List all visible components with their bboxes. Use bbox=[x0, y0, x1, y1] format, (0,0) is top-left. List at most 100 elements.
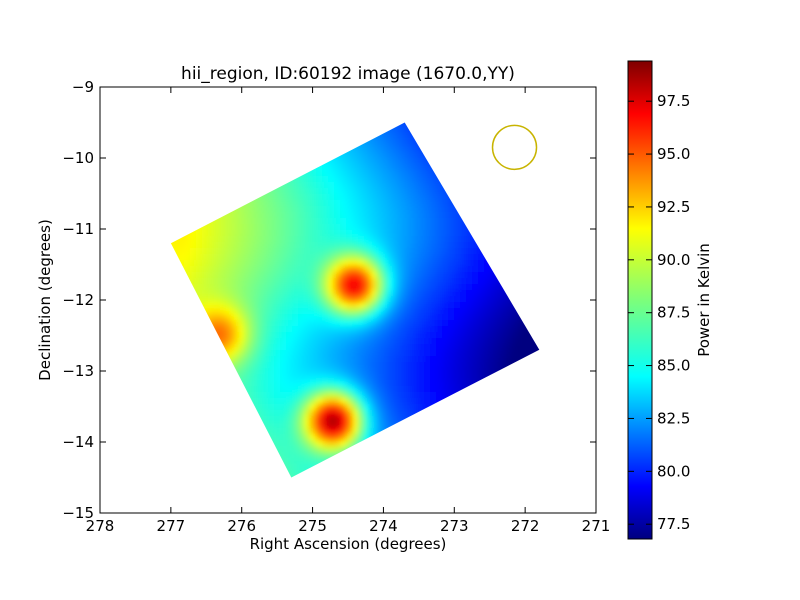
heat-cell bbox=[538, 146, 540, 153]
heat-cell bbox=[496, 248, 503, 255]
heat-cell bbox=[170, 314, 173, 321]
heat-cell bbox=[466, 182, 473, 189]
heat-cell bbox=[316, 212, 323, 219]
heat-cell bbox=[490, 338, 497, 345]
heat-cell bbox=[310, 452, 317, 459]
heat-cell bbox=[280, 122, 287, 129]
heat-cell bbox=[178, 470, 185, 477]
heat-cell bbox=[556, 410, 563, 417]
heat-cell bbox=[442, 452, 449, 459]
heat-cell bbox=[334, 158, 341, 165]
heat-cell bbox=[214, 332, 221, 339]
heat-cell bbox=[220, 410, 227, 417]
heat-cell bbox=[172, 200, 179, 207]
heat-cell bbox=[514, 218, 521, 225]
heat-cell bbox=[262, 122, 269, 123]
heat-cell bbox=[472, 266, 479, 273]
heat-cell bbox=[280, 284, 287, 291]
heat-cell bbox=[232, 380, 239, 387]
heat-cell bbox=[250, 428, 257, 435]
heat-cell bbox=[526, 380, 533, 387]
heat-cell bbox=[496, 302, 503, 309]
heat-cell bbox=[538, 290, 540, 297]
heat-cell bbox=[376, 242, 383, 249]
heat-cell bbox=[472, 458, 479, 465]
heat-cell bbox=[358, 470, 365, 477]
heat-cell bbox=[310, 302, 317, 309]
heat-cell bbox=[490, 224, 497, 231]
heat-cell bbox=[292, 164, 299, 171]
heat-cell bbox=[442, 188, 449, 195]
heat-cell bbox=[352, 128, 359, 135]
heat-cell bbox=[538, 278, 540, 285]
heat-cell bbox=[310, 236, 317, 243]
heat-cell bbox=[196, 482, 203, 489]
heat-cell bbox=[538, 302, 540, 309]
heat-cell bbox=[520, 488, 527, 495]
heat-cell bbox=[214, 338, 221, 345]
heat-cell bbox=[262, 392, 269, 399]
heat-cell bbox=[316, 482, 323, 489]
heat-cell bbox=[280, 236, 287, 243]
heat-cell bbox=[424, 260, 431, 267]
heat-cell bbox=[256, 482, 263, 489]
heat-cell bbox=[454, 476, 461, 478]
heat-cell bbox=[418, 374, 425, 381]
heat-cell bbox=[340, 404, 347, 411]
heat-cell bbox=[526, 464, 533, 471]
heat-cell bbox=[370, 350, 377, 357]
heat-cell bbox=[256, 440, 263, 447]
heat-cell bbox=[184, 446, 191, 453]
heat-cell bbox=[538, 272, 540, 279]
heat-cell bbox=[460, 434, 467, 441]
heat-cell bbox=[520, 386, 527, 393]
heat-cell bbox=[214, 158, 221, 165]
heat-cell bbox=[478, 320, 485, 327]
heat-cell bbox=[184, 200, 191, 207]
heat-cell bbox=[286, 302, 293, 309]
heat-cell bbox=[346, 338, 353, 345]
heat-cell bbox=[508, 182, 515, 189]
heat-cell bbox=[442, 434, 449, 441]
heat-cell bbox=[394, 344, 401, 351]
heat-cell bbox=[322, 122, 329, 129]
heat-cell bbox=[202, 158, 209, 165]
heat-cell bbox=[196, 128, 203, 135]
heat-cell bbox=[454, 236, 461, 243]
heat-cell bbox=[170, 446, 173, 453]
heat-cell bbox=[484, 374, 491, 381]
heat-cell bbox=[256, 110, 263, 117]
heat-cell bbox=[190, 230, 197, 237]
heat-cell bbox=[526, 344, 533, 351]
heat-cell bbox=[220, 302, 227, 309]
heat-cell bbox=[310, 476, 317, 478]
heat-cell bbox=[520, 272, 527, 279]
heat-cell bbox=[460, 446, 467, 453]
heat-cell bbox=[358, 368, 365, 375]
heat-cell bbox=[370, 194, 377, 201]
heat-cell bbox=[160, 302, 167, 309]
heat-cell bbox=[172, 248, 179, 255]
heat-cell bbox=[412, 326, 419, 333]
heat-cell bbox=[370, 470, 377, 477]
heat-cell bbox=[334, 110, 341, 117]
heat-cell bbox=[430, 314, 437, 321]
heat-cell bbox=[316, 146, 323, 153]
heat-cell bbox=[418, 452, 425, 459]
heat-cell bbox=[178, 410, 185, 417]
heat-cell bbox=[406, 200, 413, 207]
heat-cell bbox=[292, 290, 299, 297]
heat-cell bbox=[322, 464, 329, 471]
heat-cell bbox=[214, 164, 221, 171]
heat-cell bbox=[304, 404, 311, 411]
heat-cell bbox=[262, 446, 269, 453]
heat-cell bbox=[292, 254, 299, 261]
heat-cell bbox=[310, 356, 317, 363]
heat-cell bbox=[532, 476, 539, 478]
heat-cell bbox=[376, 170, 383, 177]
heat-cell bbox=[280, 110, 287, 117]
heat-cell bbox=[418, 362, 425, 369]
heat-cell bbox=[220, 218, 227, 225]
heat-cell bbox=[250, 296, 257, 303]
heat-cell bbox=[490, 122, 497, 129]
